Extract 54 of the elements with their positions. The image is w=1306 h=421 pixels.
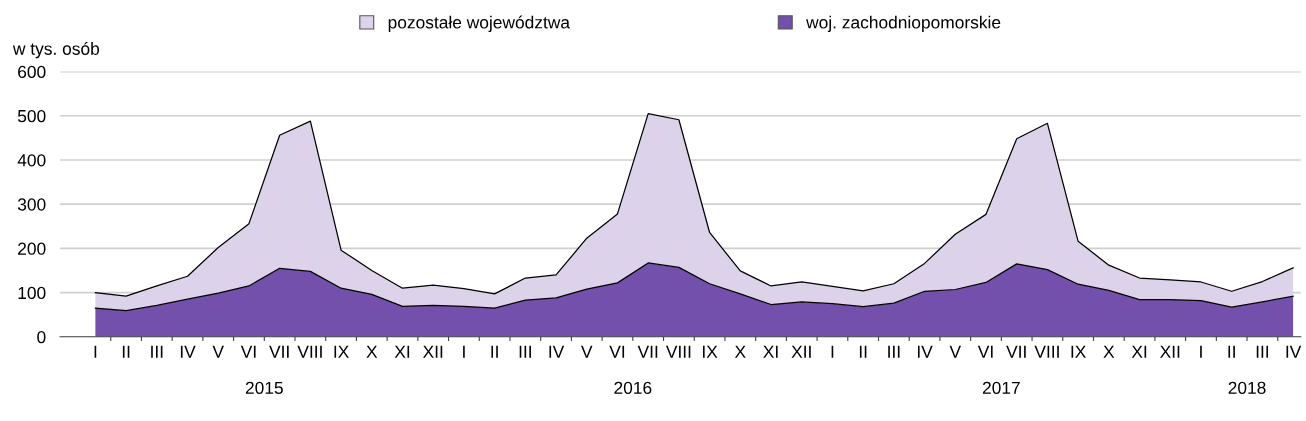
y-axis-title: w tys. osób <box>12 41 100 59</box>
y-tick-label: 100 <box>18 286 46 300</box>
x-tick-label: II <box>1228 345 1235 358</box>
x-tick-label: X <box>734 345 746 358</box>
x-tick-label: IX <box>703 345 718 358</box>
x-tick-label: XII <box>791 345 811 358</box>
x-tick-label: VI <box>609 345 625 358</box>
x-tick-label: XI <box>394 345 410 358</box>
y-tick-label: 0 <box>37 330 46 344</box>
x-tick-label: IX <box>1071 345 1086 358</box>
x-tick-label: II <box>859 345 867 358</box>
x-tick-label: II <box>122 345 130 358</box>
x-tick-label: III <box>519 345 531 358</box>
x-tick-label: I <box>94 345 97 358</box>
x-tick-label: IV <box>1286 345 1302 358</box>
text: 2015 <box>245 381 283 394</box>
x-tick-label: VII <box>269 345 289 358</box>
legend-label: woj. zachodniopomorskie <box>806 15 1001 32</box>
x-tick-label: VI <box>240 345 256 358</box>
x-tick-label: VI <box>977 345 993 358</box>
y-tick-label: 300 <box>17 198 46 211</box>
x-tick-label: XI <box>763 345 778 358</box>
x-tick-label: XII <box>422 345 443 358</box>
x-tick-label: IV <box>549 345 565 358</box>
y-tick-label: 200 <box>18 242 46 255</box>
x-tick-label: IV <box>180 345 196 358</box>
x-tick-label: III <box>151 345 163 358</box>
y-tick-label: 600 <box>18 65 46 79</box>
x-tick-label: V <box>581 345 593 358</box>
x-tick-label: I <box>1200 345 1202 358</box>
x-tick-label: VIII <box>297 345 322 358</box>
x-tick-label: III <box>1256 345 1269 358</box>
x-tick-label: I <box>463 345 465 358</box>
x-tick-label: V <box>212 345 224 358</box>
text: 2016 <box>614 381 652 394</box>
x-tick-label: VII <box>637 345 658 358</box>
x-tick-label: XI <box>1131 345 1147 358</box>
y-tick-label: 400 <box>17 154 46 167</box>
x-tick-label: I <box>831 345 834 358</box>
x-tick-label: VIII <box>1034 345 1059 358</box>
x-tick-label: III <box>888 345 900 358</box>
text: 2017 <box>982 381 1020 394</box>
x-tick-label: V <box>949 345 961 358</box>
x-tick-label: II <box>491 345 498 358</box>
x-tick-label: XII <box>1160 345 1180 358</box>
x-tick-label: VIII <box>665 345 691 358</box>
x-tick-label: X <box>366 345 378 358</box>
x-tick-label: IX <box>334 345 349 358</box>
y-tick-label: 500 <box>17 109 46 123</box>
text: 2018 <box>1228 381 1266 394</box>
x-tick-label: IV <box>917 345 933 358</box>
x-tick-label: X <box>1103 345 1115 358</box>
legend-label: pozostałe województwa <box>388 15 570 32</box>
x-tick-label: VII <box>1006 345 1026 358</box>
